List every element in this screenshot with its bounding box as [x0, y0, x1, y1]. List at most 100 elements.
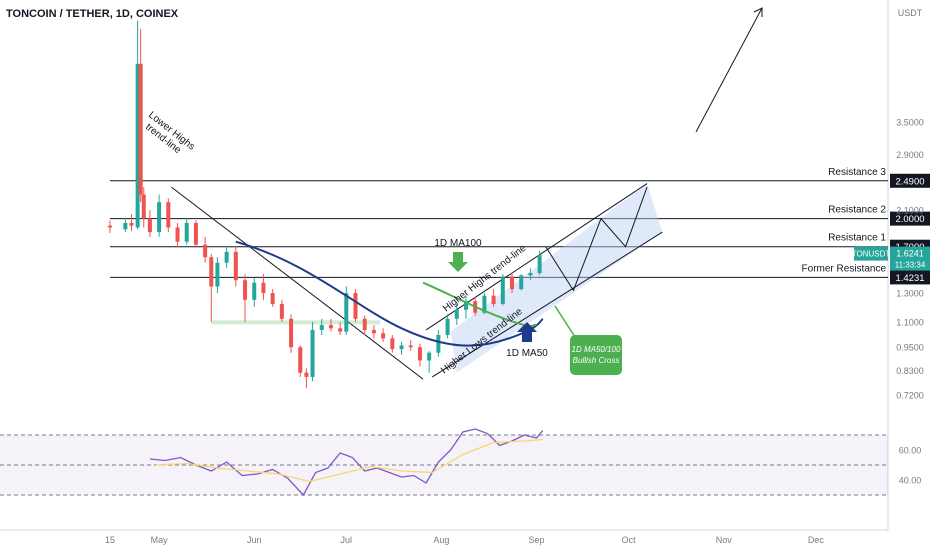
y-tick-label: 3.5000	[896, 117, 924, 127]
candle-body	[224, 251, 229, 263]
y-tick-label: 2.1000	[896, 206, 924, 216]
candle-body	[427, 352, 432, 361]
ma50-label: 1D MA50	[506, 348, 548, 359]
level-label: Former Resistance	[802, 263, 887, 274]
candle-body	[279, 304, 284, 319]
candle-body	[537, 255, 542, 273]
x-tick-label: Oct	[622, 535, 637, 545]
candle-body	[319, 325, 324, 330]
candle-body	[166, 202, 171, 228]
higher-lows-line	[431, 231, 663, 378]
candle-body	[135, 63, 140, 228]
candle-body	[243, 280, 248, 300]
higher-highs-line	[425, 183, 648, 331]
candle-body	[519, 275, 524, 290]
candle-body	[184, 222, 189, 242]
price-channel	[171, 7, 763, 380]
resistance-levels: Resistance 3 2.4900 Resistance 2 2.0000 Resi…	[110, 167, 930, 285]
candle-body	[454, 309, 459, 319]
candle-body	[203, 244, 208, 258]
y-tick-label: 2.9000	[896, 150, 924, 160]
rsi-signal-line	[156, 438, 543, 483]
cross-callout-pointer	[554, 305, 576, 338]
support-zone	[211, 320, 381, 325]
candle-body	[328, 325, 333, 329]
candle-body	[362, 318, 367, 330]
level-tag	[890, 211, 930, 226]
candle-body	[417, 347, 422, 361]
cross-callout-line1: 1D MA50/100	[572, 345, 621, 354]
axes: USDT 0.7200 0.8300 0.9500 1.1000 1.3000 2.1000…	[105, 8, 930, 545]
candle-body	[491, 295, 496, 305]
candle-body	[233, 251, 238, 281]
level-label: Resistance 1	[828, 233, 886, 244]
y-tick-label: 0.9500	[896, 343, 924, 353]
candle-body	[528, 272, 533, 276]
candle-body	[408, 345, 413, 348]
level-label: Resistance 3	[828, 167, 886, 178]
candle-body	[175, 227, 180, 242]
candle-body	[141, 194, 146, 219]
y-tick-label: 1.1000	[896, 317, 924, 327]
y-tick-label: 0.8300	[896, 366, 924, 376]
level-value: 2.4900	[895, 176, 924, 187]
rsi-tick-label: 60.00	[899, 446, 922, 456]
level-value: 2.0000	[895, 214, 924, 225]
candle-body	[157, 202, 162, 233]
chart-background	[0, 0, 889, 531]
candle-body	[371, 329, 376, 334]
candle-body	[129, 222, 134, 226]
projection-zigzag	[545, 186, 648, 292]
candle-body	[399, 345, 404, 350]
candle-body	[270, 293, 275, 305]
x-tick-label: Nov	[716, 535, 733, 545]
cross-callout-line2: Bullish Cross	[573, 356, 620, 365]
rsi-tick-label: 40.00	[899, 476, 922, 486]
candle-body	[147, 218, 152, 233]
candle-body	[338, 328, 343, 332]
candle-body	[304, 372, 309, 377]
candles	[108, 20, 542, 389]
ma100-arrow	[448, 252, 468, 272]
candle-body	[390, 338, 395, 350]
candle-body	[310, 329, 315, 377]
candle-body	[436, 334, 441, 353]
candle-body	[510, 276, 515, 290]
x-tick-label: May	[151, 535, 169, 545]
y-tick-label: 1.3000	[896, 289, 924, 299]
x-tick-label: Dec	[808, 535, 825, 545]
candle-body	[344, 293, 349, 332]
candle-body	[289, 318, 294, 348]
candle-body	[209, 257, 214, 287]
chart-title: TONCOIN / TETHER, 1D, COINEX	[6, 8, 179, 20]
candle-body	[381, 333, 386, 339]
rsi-panel	[0, 428, 888, 497]
y-tick-label: 0.7200	[896, 391, 924, 401]
x-tick-label: 15	[105, 535, 115, 545]
current-price: 1.6241	[896, 249, 924, 259]
candle-body	[215, 262, 220, 287]
candle-body	[252, 282, 257, 300]
x-tick-label: Jul	[341, 535, 353, 545]
current-symbol: TONUSDT	[852, 250, 891, 259]
current-price-tag	[890, 246, 930, 271]
ma100-label: 1D MA100	[434, 238, 482, 249]
candle-body	[138, 63, 143, 195]
ma50-arrow	[517, 322, 537, 342]
cross-callout	[570, 335, 622, 375]
candle-body	[445, 318, 450, 335]
level-tag	[890, 270, 930, 285]
countdown: 11:33:34	[895, 261, 926, 270]
target-arrow-head	[753, 7, 763, 17]
ma100-line	[422, 281, 537, 328]
candle-body	[353, 293, 358, 319]
candle-body	[123, 222, 128, 230]
candle-body	[193, 222, 198, 245]
x-tick-label: Aug	[433, 535, 449, 545]
candle-body	[261, 282, 266, 294]
candle-body	[298, 347, 303, 373]
level-tag	[890, 173, 930, 188]
rsi-line	[149, 428, 544, 497]
target-arrow	[695, 7, 763, 133]
